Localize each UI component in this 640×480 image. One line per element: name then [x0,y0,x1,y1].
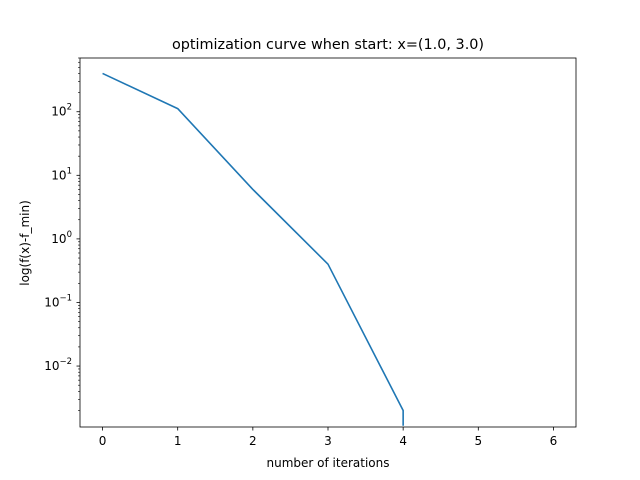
x-tick-label: 5 [474,434,482,448]
chart-title: optimization curve when start: x=(1.0, 3… [172,37,484,53]
y-tick-label: 10−1 [44,293,72,309]
y-tick-label: 101 [51,166,72,182]
x-axis-label: number of iterations [267,456,390,470]
y-tick-label: 10−2 [44,357,72,373]
series-layer [102,72,404,426]
x-tick-label: 2 [249,434,257,448]
x-tick-label: 1 [174,434,182,448]
y-tick-label: 100 [51,230,72,246]
x-tick-label: 4 [399,434,407,448]
y-axis-label: log(f(x)-f_min) [18,200,32,286]
plot-frame [79,57,577,428]
y-axis-ticks: 10−2 10−1 100 101 102 [44,57,80,411]
y-tick-label: 102 [51,103,72,119]
x-axis-ticks: 0 1 2 3 4 5 6 [99,427,558,448]
x-tick-label: 0 [99,434,107,448]
plot-area [80,58,576,427]
series-line [102,72,404,426]
x-tick-label: 3 [324,434,332,448]
x-tick-label: 6 [550,434,558,448]
